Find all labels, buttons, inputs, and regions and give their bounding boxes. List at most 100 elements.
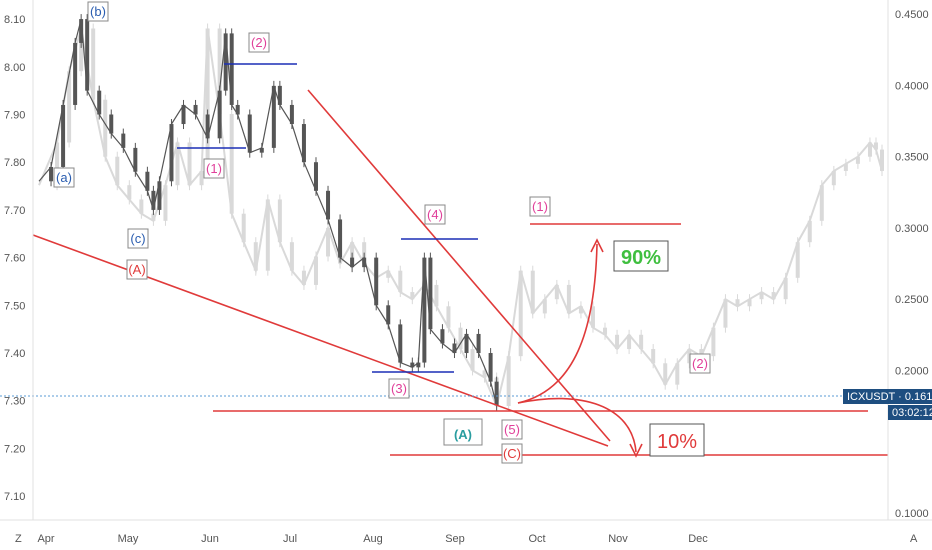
candle-body xyxy=(410,362,415,368)
right-axis-tick: 0.4500 xyxy=(895,9,929,21)
auto-scale-button[interactable]: A xyxy=(910,533,918,545)
candle-body xyxy=(362,257,367,268)
candle-body xyxy=(326,190,331,220)
candle-body xyxy=(506,356,511,407)
wave-labels: (b) (a) (c) (A) (2) (1) (4) (3) (5) (C) (A) (1) (2) xyxy=(53,1,711,464)
x-axis-tick: Dec xyxy=(688,533,708,545)
upper-trendline xyxy=(307,89,611,442)
wave-label-box xyxy=(126,259,148,280)
x-axis-tick: Nov xyxy=(608,533,628,545)
right-axis[interactable]: 0.4500 0.4000 0.3500 0.3000 0.2500 0.2000 0.10… xyxy=(887,0,929,520)
candle-body xyxy=(289,104,294,125)
candle-body xyxy=(301,124,306,163)
candle-body xyxy=(554,284,559,300)
right-axis-tick: 0.3000 xyxy=(895,223,929,235)
candle-body xyxy=(759,292,764,300)
candle-body xyxy=(97,90,102,115)
wave-label-box xyxy=(87,1,109,22)
candle-body xyxy=(458,327,463,350)
candle-body xyxy=(199,170,204,186)
x-axis-tick: Apr xyxy=(37,533,54,545)
candle-body xyxy=(386,270,391,278)
candle-body xyxy=(193,104,198,115)
candle-body xyxy=(422,257,427,363)
candle-body xyxy=(73,42,78,105)
annotation-box-90 xyxy=(613,240,669,272)
candle-body xyxy=(61,104,66,167)
right-axis-tick: 0.2500 xyxy=(895,294,929,306)
wave-label: (4) xyxy=(427,207,443,222)
candle-body xyxy=(603,327,608,335)
wave-label-box xyxy=(388,378,410,399)
candle-body xyxy=(518,270,523,357)
main-series xyxy=(38,14,499,411)
candle-body xyxy=(735,299,740,307)
candle-body xyxy=(434,284,439,307)
candle-body xyxy=(301,270,306,285)
x-axis-tick: Aug xyxy=(363,533,383,545)
candle-body xyxy=(446,306,451,328)
candle-body xyxy=(488,353,493,382)
candle-body xyxy=(374,257,379,306)
candle-body xyxy=(326,227,331,257)
candle-body xyxy=(253,242,258,271)
candle-body xyxy=(578,306,583,314)
left-axis-tick: 7.20 xyxy=(4,443,25,455)
wave-label: (3) xyxy=(391,381,407,396)
candle-body xyxy=(452,343,457,354)
wave-label-box xyxy=(689,353,711,374)
left-axis[interactable]: 8.10 8.00 7.90 7.80 7.70 7.60 7.50 7.40 7.30 7.20… xyxy=(4,0,34,520)
x-axis-tick: Oct xyxy=(528,533,545,545)
candle-body xyxy=(133,147,138,172)
series-line-overlay xyxy=(38,28,883,410)
candle-body xyxy=(151,190,156,210)
candle-body xyxy=(831,170,836,186)
candle-body xyxy=(217,90,222,139)
wave-label: (C) xyxy=(503,446,521,461)
right-axis-tick: 0.1000 xyxy=(895,508,929,520)
wave-label: (1) xyxy=(206,161,222,176)
x-axis-tick: Sep xyxy=(445,533,465,545)
left-axis-tick: 7.40 xyxy=(4,348,25,360)
candle-body xyxy=(867,142,872,157)
candle-body xyxy=(880,149,884,171)
candle-body xyxy=(398,324,403,363)
up-arrow-curve xyxy=(517,243,598,404)
candle-body xyxy=(259,147,264,153)
candle-body xyxy=(49,166,54,182)
left-axis-tick: 7.10 xyxy=(4,491,25,503)
x-axis[interactable]: Apr May Jun Jul Aug Sep Oct Nov Dec xyxy=(0,519,932,545)
candle-body xyxy=(566,284,571,314)
candle-body xyxy=(187,142,192,186)
symbol-badge-bg xyxy=(843,389,932,404)
candle-body xyxy=(542,299,547,314)
wave-label-box xyxy=(203,158,225,179)
candle-body xyxy=(615,334,620,350)
candle-body xyxy=(639,334,644,350)
candle-body xyxy=(313,256,318,285)
candle-body xyxy=(277,199,282,243)
candle-body xyxy=(675,363,680,385)
candle-body xyxy=(265,199,270,271)
wave-label: (5) xyxy=(504,422,520,437)
candle-body xyxy=(229,113,234,214)
wave-label: (a) xyxy=(56,170,72,185)
candle-body xyxy=(855,156,860,164)
candle-body xyxy=(338,219,343,258)
candle-body xyxy=(127,185,132,200)
candle-body xyxy=(271,85,276,148)
candle-body xyxy=(386,305,391,325)
candle-body xyxy=(85,19,90,91)
wave-label-box xyxy=(443,418,483,446)
annotation-10: 10% xyxy=(657,431,697,453)
candle-body xyxy=(139,199,144,214)
price-badge: ICXUSDT · 0.1610 03:02:12 xyxy=(843,389,932,420)
candle-body xyxy=(247,114,252,153)
right-axis-tick: 0.3500 xyxy=(895,152,929,164)
left-axis-tick: 7.50 xyxy=(4,300,25,312)
candle-body xyxy=(289,242,294,271)
symbol-badge: ICXUSDT · 0.1610 xyxy=(847,391,932,403)
candle-body xyxy=(163,185,168,221)
z-order-icon[interactable]: Z xyxy=(15,533,22,545)
